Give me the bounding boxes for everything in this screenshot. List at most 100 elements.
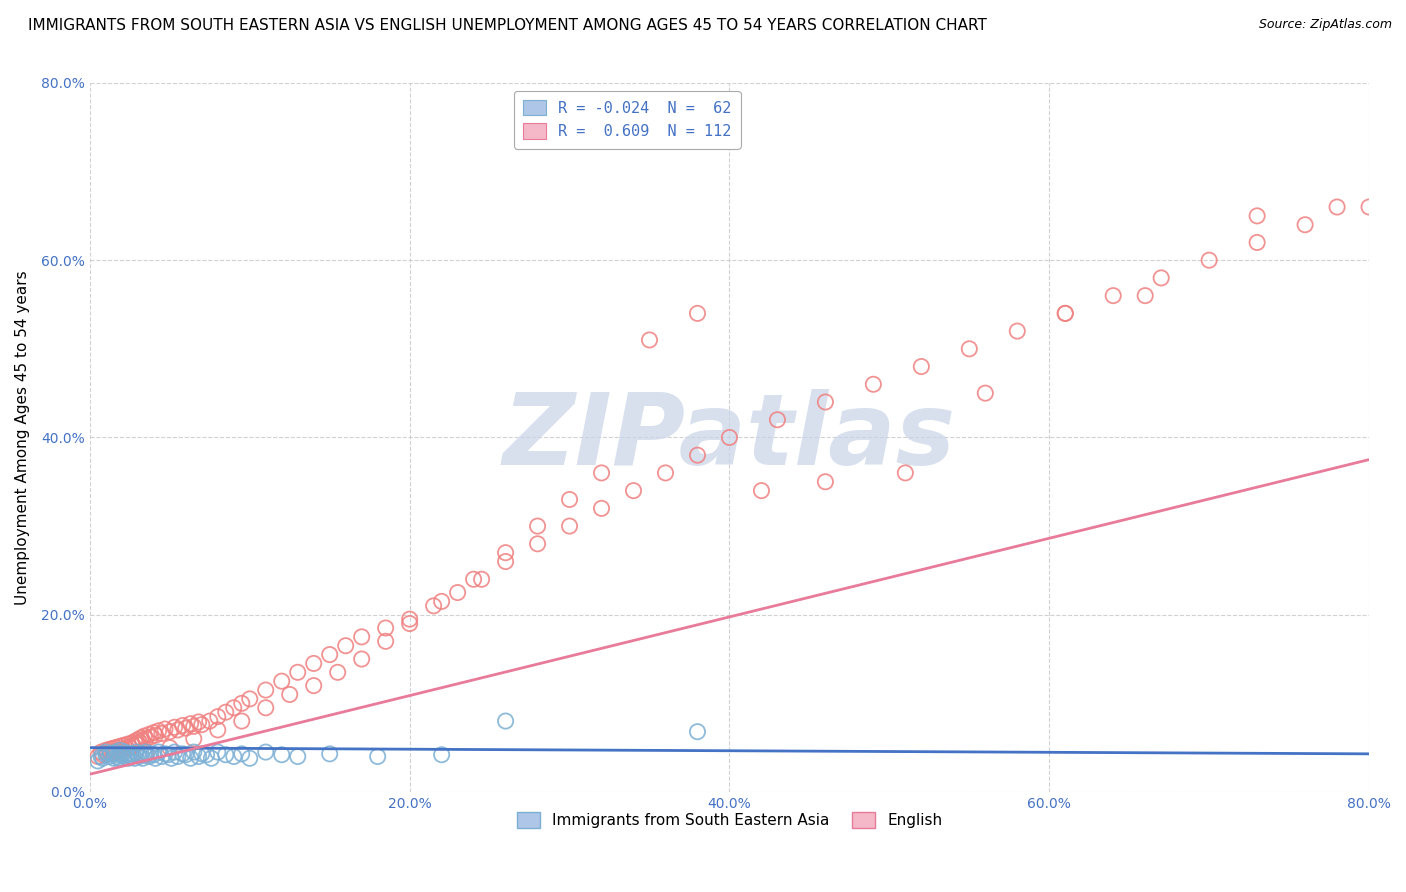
Point xyxy=(1135,288,1157,302)
Point xyxy=(222,700,245,714)
Point xyxy=(127,747,149,762)
Point xyxy=(686,306,709,320)
Point xyxy=(207,709,229,723)
Point xyxy=(166,749,188,764)
Point xyxy=(183,731,205,746)
Point xyxy=(103,747,125,762)
Point xyxy=(187,714,209,729)
Point xyxy=(350,652,373,666)
Point xyxy=(718,430,741,444)
Point xyxy=(120,736,142,750)
Text: IMMIGRANTS FROM SOUTH EASTERN ASIA VS ENGLISH UNEMPLOYMENT AMONG AGES 45 TO 54 Y: IMMIGRANTS FROM SOUTH EASTERN ASIA VS EN… xyxy=(28,18,987,33)
Point xyxy=(150,726,173,740)
Point xyxy=(124,734,146,748)
Point xyxy=(422,599,444,613)
Point xyxy=(239,692,262,706)
Point xyxy=(195,747,218,762)
Point xyxy=(231,696,253,710)
Point xyxy=(974,386,997,401)
Point xyxy=(153,747,176,761)
Point xyxy=(558,519,581,533)
Point xyxy=(207,723,229,737)
Point xyxy=(104,745,127,759)
Point xyxy=(814,475,837,489)
Point xyxy=(254,745,277,759)
Point xyxy=(91,747,114,762)
Point xyxy=(215,747,238,762)
Point xyxy=(187,749,209,764)
Point xyxy=(198,714,221,728)
Legend: Immigrants from South Eastern Asia, English: Immigrants from South Eastern Asia, Engl… xyxy=(510,805,949,834)
Point xyxy=(100,746,122,760)
Point xyxy=(254,683,277,698)
Point xyxy=(1198,253,1220,268)
Point xyxy=(686,724,709,739)
Point xyxy=(270,674,292,689)
Point xyxy=(654,466,676,480)
Point xyxy=(398,616,420,631)
Point xyxy=(135,747,157,762)
Point xyxy=(115,747,138,762)
Point xyxy=(318,648,340,662)
Point xyxy=(430,594,453,608)
Point xyxy=(463,572,485,586)
Point xyxy=(110,743,132,757)
Point xyxy=(166,723,188,737)
Point xyxy=(374,621,396,635)
Point xyxy=(302,679,325,693)
Point xyxy=(270,747,292,762)
Point xyxy=(1102,288,1125,302)
Point xyxy=(142,725,165,739)
Point xyxy=(1150,271,1173,285)
Point xyxy=(125,745,148,759)
Point xyxy=(134,747,156,762)
Point xyxy=(128,735,150,749)
Point xyxy=(766,413,789,427)
Point xyxy=(183,745,205,759)
Point xyxy=(814,395,837,409)
Point xyxy=(430,747,453,762)
Point xyxy=(200,751,222,765)
Point xyxy=(302,657,325,671)
Point xyxy=(138,749,160,764)
Point xyxy=(94,743,117,757)
Point xyxy=(87,754,110,768)
Point xyxy=(135,731,157,746)
Point xyxy=(526,519,548,533)
Point xyxy=(103,745,125,759)
Point xyxy=(90,745,112,759)
Point xyxy=(254,700,277,714)
Point xyxy=(1358,200,1381,214)
Point xyxy=(163,745,186,759)
Point xyxy=(174,747,197,762)
Point xyxy=(1246,235,1268,250)
Point xyxy=(350,630,373,644)
Y-axis label: Unemployment Among Ages 45 to 54 years: Unemployment Among Ages 45 to 54 years xyxy=(15,270,30,605)
Point xyxy=(638,333,661,347)
Point xyxy=(107,739,129,754)
Point xyxy=(96,747,118,761)
Point xyxy=(318,747,340,761)
Point xyxy=(112,742,135,756)
Point xyxy=(495,714,517,728)
Point xyxy=(862,377,884,392)
Point xyxy=(103,751,125,765)
Point xyxy=(751,483,773,498)
Point xyxy=(591,501,613,516)
Point xyxy=(112,749,135,764)
Point xyxy=(105,744,128,758)
Point xyxy=(160,751,183,765)
Point xyxy=(98,742,121,756)
Point xyxy=(124,751,146,765)
Point xyxy=(495,555,517,569)
Point xyxy=(148,745,170,759)
Point xyxy=(222,749,245,764)
Point xyxy=(153,722,176,736)
Point xyxy=(1054,306,1077,320)
Point xyxy=(100,747,122,761)
Point xyxy=(122,747,145,762)
Point xyxy=(90,749,112,764)
Point xyxy=(910,359,932,374)
Point xyxy=(287,665,309,680)
Point xyxy=(107,751,129,765)
